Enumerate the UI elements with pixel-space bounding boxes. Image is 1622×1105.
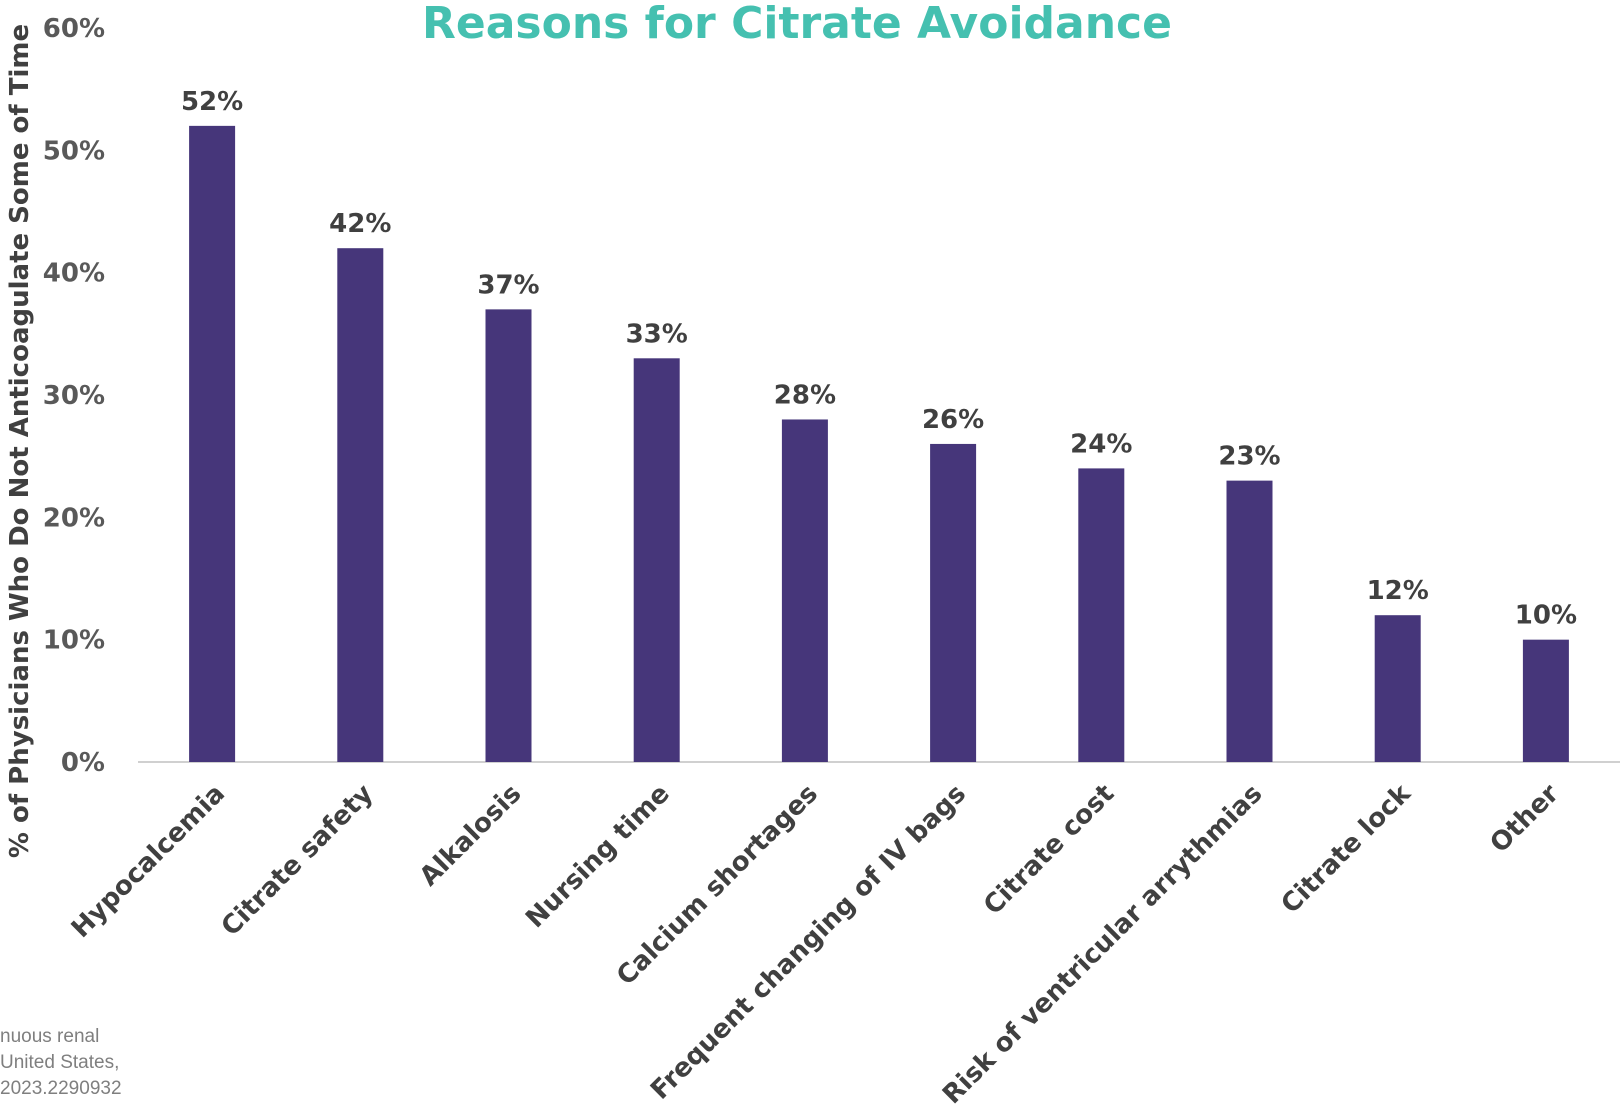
data-label: 10% — [1515, 601, 1577, 631]
data-label: 24% — [1070, 429, 1132, 459]
bars — [189, 125, 1569, 762]
y-axis-label: % of Physicians Who Do Not Anticoagulate… — [5, 24, 35, 858]
x-tick-label: Hypocalcemia — [66, 779, 231, 944]
data-label: 12% — [1367, 576, 1429, 606]
x-tick-label: Citrate safety — [216, 779, 380, 943]
bar — [1226, 480, 1273, 762]
bar — [1078, 468, 1125, 762]
chart-title: Reasons for Citrate Avoidance — [422, 0, 1172, 49]
bar — [1374, 615, 1421, 762]
bar — [930, 443, 977, 762]
x-tick-label: Risk of ventricular arrythmias — [937, 779, 1268, 1105]
y-tick-label: 0% — [61, 748, 105, 778]
x-tick-label: Frequent changing of IV bags — [645, 779, 972, 1105]
x-tick-label: Other — [1485, 779, 1565, 859]
y-tick-label: 30% — [43, 381, 105, 411]
y-tick-label: 10% — [43, 626, 105, 656]
footnote-line: United States, — [0, 1052, 120, 1073]
x-tick-label: Citrate cost — [978, 779, 1120, 921]
bar — [485, 309, 532, 762]
bar — [1522, 639, 1569, 762]
bar — [189, 125, 236, 762]
y-tick-label: 40% — [43, 259, 105, 289]
data-label: 28% — [774, 380, 836, 410]
y-tick-label: 60% — [43, 14, 105, 44]
data-label: 52% — [181, 87, 243, 117]
footnote-line: 2023.2290932 — [0, 1078, 122, 1099]
data-labels: 52% 42% 37% 33% 28% 26% 24% 23% 12% 10% — [181, 87, 1577, 631]
y-axis-ticks: 0% 10% 20% 30% 40% 50% 60% — [43, 14, 105, 778]
data-label: 37% — [477, 270, 539, 300]
x-tick-label: Nursing time — [520, 779, 675, 934]
bar — [337, 248, 384, 762]
footnote-line: nuous renal — [0, 1026, 100, 1047]
data-label: 42% — [329, 209, 391, 239]
x-tick-label: Alkalosis — [414, 779, 528, 893]
bar — [781, 419, 828, 762]
data-label: 23% — [1218, 442, 1280, 472]
bar — [633, 358, 680, 762]
data-label: 26% — [922, 405, 984, 435]
y-tick-label: 50% — [43, 136, 105, 166]
data-label: 33% — [626, 319, 688, 349]
x-tick-label: Citrate lock — [1276, 778, 1417, 919]
y-tick-label: 20% — [43, 503, 105, 533]
